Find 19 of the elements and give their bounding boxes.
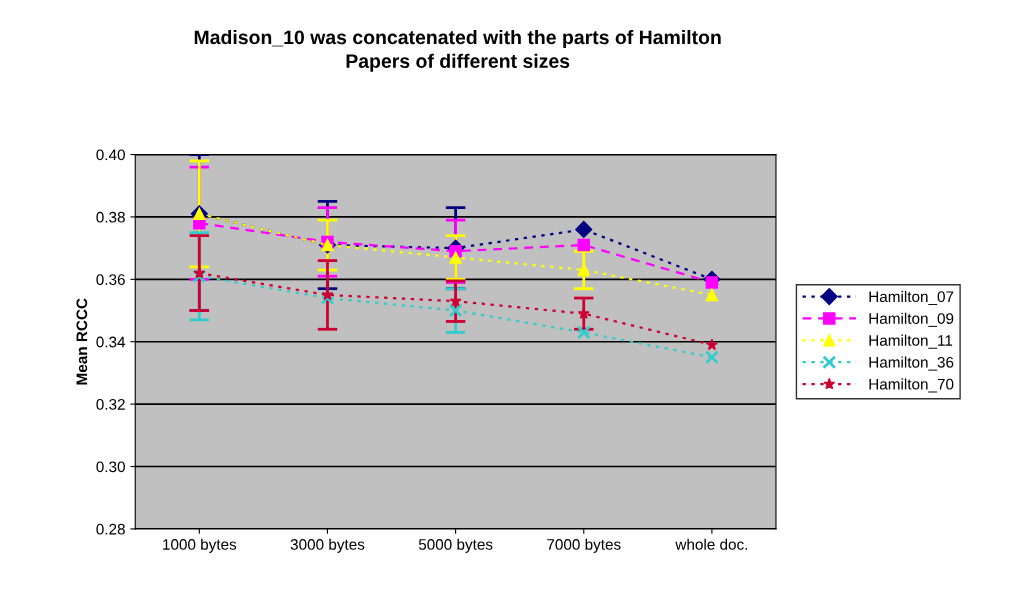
x-tick-label: 7000 bytes	[547, 538, 621, 553]
chart-title: Madison_10 was concatenated with the parts of Hamilton Papers of different sizes	[194, 29, 721, 72]
y-tick-label: 0.28	[96, 523, 125, 535]
legend-label: Hamilton_36	[869, 356, 954, 371]
legend-label: Hamilton_70	[869, 378, 954, 393]
x-tick-label: whole doc.	[675, 538, 748, 550]
x-tick-label: 3000 bytes	[290, 538, 365, 553]
y-tick-label: 0.30	[96, 461, 125, 473]
y-tick-label: 0.36	[96, 274, 125, 286]
x-tick-label: 1000 bytes	[163, 538, 237, 553]
y-axis-title: Mean RCCC	[76, 298, 88, 385]
y-tick-label: 0.38	[96, 211, 125, 223]
legend-label: Hamilton_09	[869, 312, 954, 327]
x-tick-label: 5000 bytes	[418, 538, 493, 553]
y-tick-label: 0.40	[96, 149, 125, 161]
legend-label: Hamilton_11	[869, 334, 953, 349]
y-tick-label: 0.34	[96, 336, 126, 348]
y-tick-label: 0.32	[96, 398, 125, 410]
legend-label: Hamilton_07	[869, 290, 954, 305]
